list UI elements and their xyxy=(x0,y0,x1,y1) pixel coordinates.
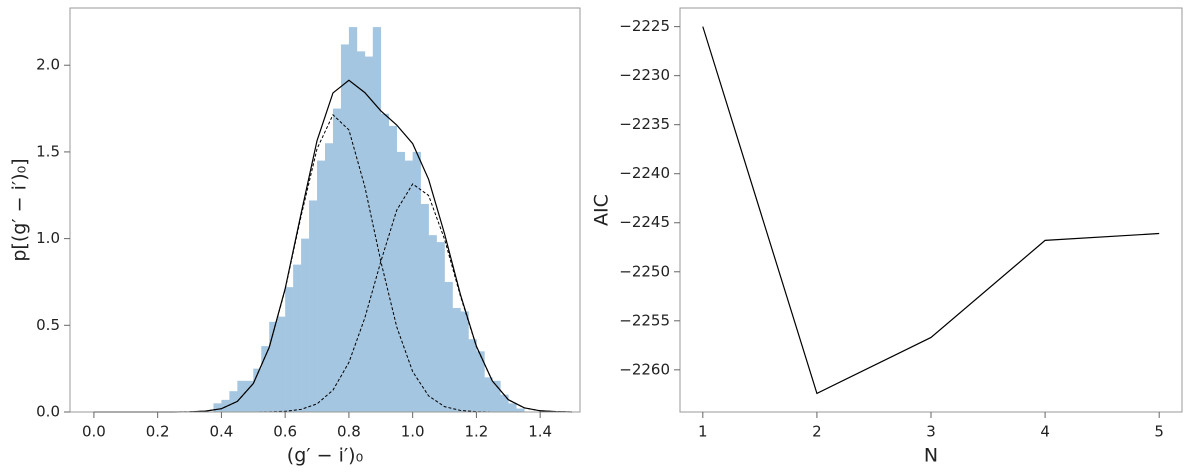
curve xyxy=(93,183,573,413)
y-tick-label: −2245 xyxy=(619,213,670,231)
curve xyxy=(93,113,573,413)
y-tick-label: 0.5 xyxy=(36,316,60,334)
y-tick-label: 1.0 xyxy=(36,229,60,247)
y-tick-label: 1.5 xyxy=(36,142,60,160)
histogram-bar xyxy=(356,51,366,412)
histogram-bar xyxy=(261,346,270,412)
x-tick-label: 2 xyxy=(812,423,822,441)
histogram-bar xyxy=(229,391,238,412)
histogram-bar xyxy=(293,264,302,412)
histogram-bar xyxy=(404,160,413,412)
histogram-bar xyxy=(436,242,445,412)
y-tick-label: −2255 xyxy=(619,311,670,329)
x-tick-label: 0.8 xyxy=(337,423,361,441)
histogram-bar xyxy=(396,151,405,412)
x-axis-label: N xyxy=(924,445,938,467)
y-axis-label: AIC xyxy=(591,194,613,226)
histogram-bar xyxy=(428,235,437,412)
y-tick-label: −2240 xyxy=(619,164,670,182)
histogram-bar xyxy=(484,377,493,412)
histogram-bar xyxy=(317,160,326,412)
histogram-bar xyxy=(253,368,262,412)
histogram-bar xyxy=(460,311,469,412)
y-tick-label: 0.0 xyxy=(36,403,60,421)
x-tick-label: 4 xyxy=(1040,423,1050,441)
histogram-bar xyxy=(452,307,461,412)
histogram-bar xyxy=(348,27,358,412)
histogram-bar xyxy=(325,143,334,412)
histogram-bar xyxy=(221,399,230,412)
histogram-bar xyxy=(364,56,374,413)
x-tick-label: 1.4 xyxy=(528,423,552,441)
y-tick-label: −2235 xyxy=(619,115,670,133)
histogram-bar xyxy=(420,203,429,412)
x-tick-label: 5 xyxy=(1154,423,1164,441)
axes-frame xyxy=(679,7,1183,413)
histogram-bar xyxy=(301,238,310,412)
histogram-bar xyxy=(285,287,294,412)
x-tick-label: 3 xyxy=(926,423,936,441)
histogram-bar xyxy=(269,321,278,412)
histogram-bar xyxy=(332,108,342,412)
histogram-bar xyxy=(476,351,485,412)
x-axis-label: (g′ − i′)₀ xyxy=(287,445,363,467)
histogram-bar xyxy=(277,316,286,412)
histogram-bar xyxy=(340,44,350,412)
histogram-bar xyxy=(213,403,222,412)
histogram-bar xyxy=(372,27,382,412)
x-tick-label: 1 xyxy=(698,423,708,441)
axes-frame xyxy=(69,7,581,413)
x-tick-label: 0.0 xyxy=(82,423,106,441)
histogram-bar xyxy=(245,380,254,412)
histogram-bar xyxy=(412,151,421,412)
histogram-bar xyxy=(516,408,525,412)
curve xyxy=(702,26,1160,395)
x-tick-label: 0.2 xyxy=(146,423,170,441)
histogram-bar xyxy=(444,281,453,412)
x-tick-label: 1.2 xyxy=(464,423,488,441)
histogram-bar xyxy=(380,113,390,412)
histogram-bar xyxy=(468,339,477,412)
y-tick-label: −2230 xyxy=(619,66,670,84)
y-tick-label: 2.0 xyxy=(36,56,60,74)
y-axis-label: p[(g′ − i′)₀] xyxy=(9,158,31,261)
x-tick-label: 0.4 xyxy=(209,423,233,441)
histogram-bar xyxy=(388,125,398,412)
histogram-bar xyxy=(309,200,318,412)
histogram-bar xyxy=(508,403,517,412)
x-tick-label: 1.0 xyxy=(401,423,425,441)
histogram-bar xyxy=(500,394,509,412)
y-tick-label: −2225 xyxy=(619,17,670,35)
histogram-bar xyxy=(492,380,501,412)
y-tick-label: −2250 xyxy=(619,262,670,280)
y-tick-label: −2260 xyxy=(619,360,670,378)
x-tick-label: 0.6 xyxy=(273,423,297,441)
